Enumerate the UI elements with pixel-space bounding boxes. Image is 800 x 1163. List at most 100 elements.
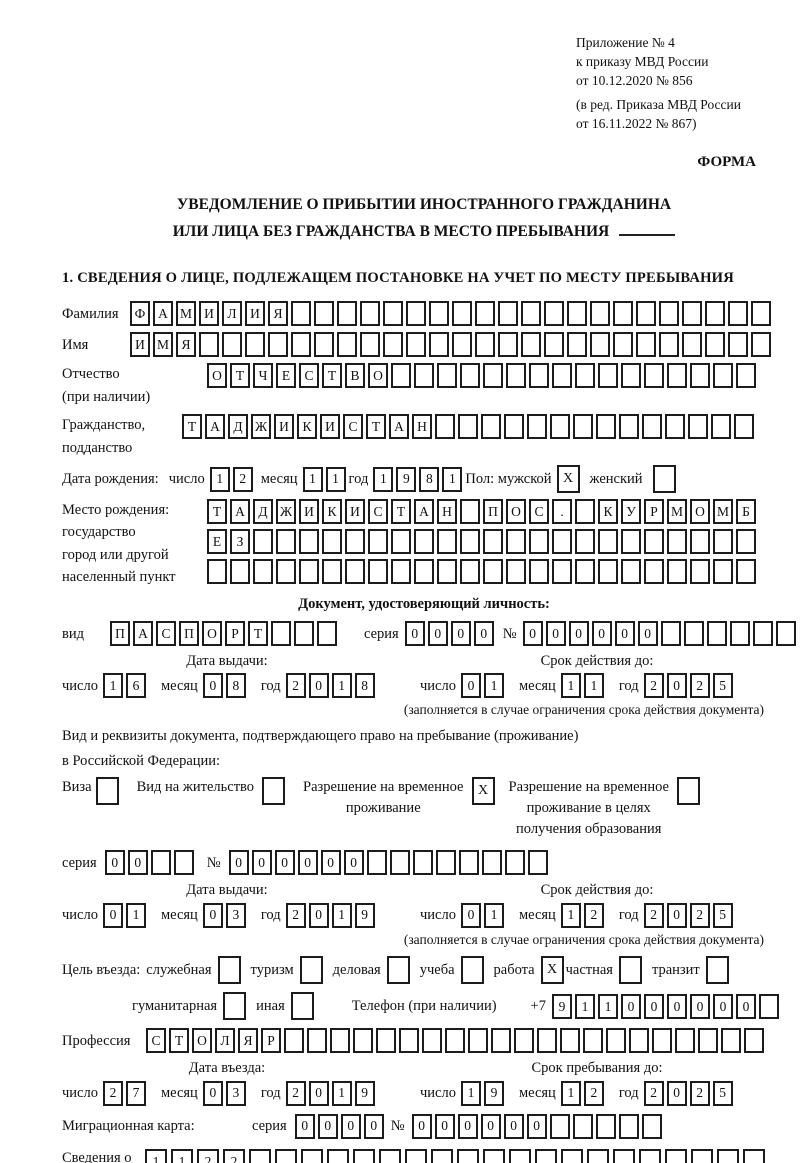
char-box[interactable] — [483, 363, 503, 389]
char-box[interactable] — [688, 414, 708, 440]
char-box[interactable] — [575, 363, 595, 389]
char-box[interactable]: 0 — [251, 850, 272, 876]
char-box[interactable] — [598, 559, 618, 584]
char-box[interactable]: 0 — [643, 993, 664, 1019]
char-box[interactable]: 2 — [285, 1080, 306, 1106]
char-box[interactable] — [458, 414, 478, 440]
char-box[interactable] — [458, 850, 479, 876]
char-box[interactable]: Я — [176, 332, 196, 358]
char-box[interactable] — [345, 529, 365, 554]
char-box[interactable] — [667, 363, 687, 389]
char-box[interactable] — [743, 1148, 765, 1163]
char-box[interactable]: Ж — [276, 499, 296, 524]
char-box[interactable] — [299, 529, 319, 554]
char-box[interactable]: 1 — [560, 673, 581, 699]
char-box[interactable]: И — [199, 301, 219, 327]
char-box[interactable] — [391, 529, 411, 554]
char-box[interactable]: 2 — [689, 1080, 710, 1106]
char-box[interactable]: 0 — [473, 621, 494, 647]
char-box[interactable]: 2 — [689, 902, 710, 928]
char-box[interactable]: Д — [253, 499, 273, 524]
char-box[interactable] — [301, 1148, 323, 1163]
char-box[interactable] — [431, 1148, 453, 1163]
char-box[interactable]: 1 — [460, 1080, 481, 1106]
char-box[interactable]: 5 — [712, 1080, 733, 1106]
char-box[interactable]: Е — [276, 363, 296, 389]
char-box[interactable]: 0 — [104, 850, 125, 876]
char-box[interactable]: И — [130, 332, 150, 358]
char-box[interactable]: 2 — [643, 673, 664, 699]
char-box[interactable] — [498, 332, 518, 358]
char-box[interactable]: 0 — [308, 902, 329, 928]
char-box[interactable] — [353, 1148, 375, 1163]
char-box[interactable] — [675, 1028, 695, 1054]
char-box[interactable] — [744, 1028, 764, 1054]
char-box[interactable] — [284, 1028, 304, 1054]
char-box[interactable]: 2 — [689, 673, 710, 699]
char-box[interactable] — [330, 1028, 350, 1054]
char-box[interactable] — [552, 363, 572, 389]
char-box[interactable]: З — [230, 529, 250, 554]
char-box[interactable]: 0 — [457, 1113, 478, 1139]
char-box[interactable] — [294, 621, 314, 647]
char-box[interactable]: 0 — [620, 993, 641, 1019]
char-box[interactable]: П — [110, 621, 130, 647]
char-box[interactable]: Т — [366, 414, 386, 440]
char-box[interactable] — [721, 1028, 741, 1054]
char-box[interactable]: Т — [182, 414, 202, 440]
char-box[interactable] — [775, 621, 796, 647]
char-box[interactable]: 0 — [404, 621, 425, 647]
char-box[interactable]: 1 — [171, 1148, 193, 1163]
char-box[interactable] — [483, 559, 503, 584]
char-box[interactable]: Т — [322, 363, 342, 389]
char-box[interactable] — [514, 1028, 534, 1054]
purpose-tourism-checkbox[interactable] — [299, 956, 323, 985]
char-box[interactable] — [644, 529, 664, 554]
char-box[interactable]: П — [483, 499, 503, 524]
char-box[interactable]: Р — [644, 499, 664, 524]
char-box[interactable] — [711, 414, 731, 440]
char-box[interactable] — [606, 1028, 626, 1054]
char-box[interactable]: 0 — [568, 621, 589, 647]
char-box[interactable]: 0 — [434, 1113, 455, 1139]
char-box[interactable]: 0 — [526, 1113, 547, 1139]
char-box[interactable] — [173, 850, 194, 876]
char-box[interactable] — [567, 301, 587, 327]
char-box[interactable] — [268, 332, 288, 358]
char-box[interactable]: О — [202, 621, 222, 647]
residence-permit-checkbox[interactable] — [262, 777, 286, 806]
char-box[interactable] — [660, 621, 681, 647]
char-box[interactable]: К — [598, 499, 618, 524]
char-box[interactable]: Я — [268, 301, 288, 327]
char-box[interactable]: 1 — [442, 466, 463, 492]
char-box[interactable] — [230, 559, 250, 584]
char-box[interactable]: О — [207, 363, 227, 389]
char-box[interactable] — [276, 529, 296, 554]
char-box[interactable]: О — [690, 499, 710, 524]
char-box[interactable] — [460, 363, 480, 389]
char-box[interactable]: 0 — [317, 1113, 338, 1139]
char-box[interactable] — [527, 850, 548, 876]
char-box[interactable] — [314, 332, 334, 358]
char-box[interactable]: Р — [225, 621, 245, 647]
char-box[interactable] — [437, 559, 457, 584]
char-box[interactable] — [691, 1148, 713, 1163]
char-box[interactable]: 1 — [325, 466, 346, 492]
char-box[interactable]: Л — [222, 301, 242, 327]
char-box[interactable]: И — [345, 499, 365, 524]
char-box[interactable]: Ж — [251, 414, 271, 440]
char-box[interactable]: А — [133, 621, 153, 647]
char-box[interactable] — [590, 332, 610, 358]
char-box[interactable]: О — [506, 499, 526, 524]
char-box[interactable]: С — [146, 1028, 166, 1054]
char-box[interactable]: 2 — [583, 902, 604, 928]
